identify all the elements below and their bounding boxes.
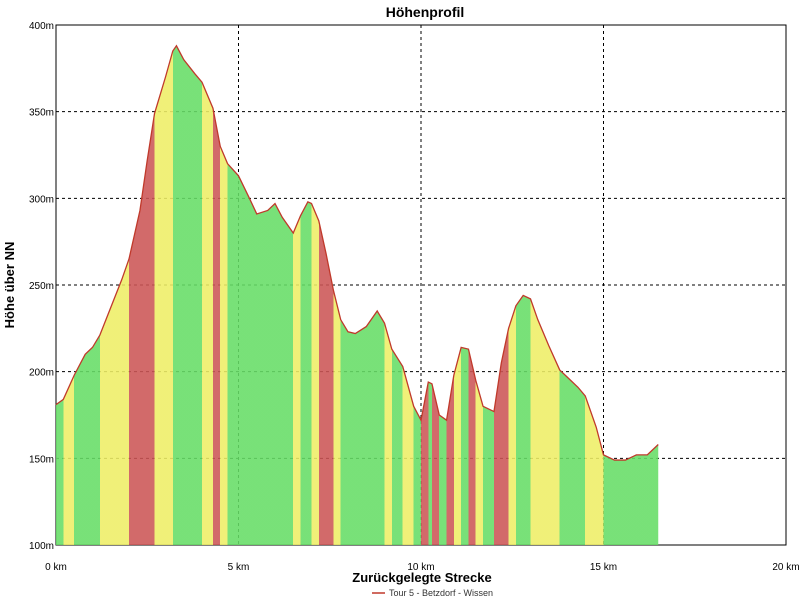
x-tick-label: 5 km [228, 562, 250, 573]
x-tick-label: 0 km [45, 562, 67, 573]
x-axis-title: Zurückgelegte Strecke [352, 570, 491, 585]
y-axis-title: Höhe über NN [2, 242, 17, 329]
y-tick-label: 250m [29, 281, 54, 292]
x-tick-label: 20 km [772, 562, 799, 573]
elevation-line-layer [55, 44, 659, 461]
y-tick-label: 400m [29, 21, 54, 32]
series-line [55, 44, 659, 461]
chart-title: Höhenprofil [386, 4, 465, 20]
elevation-area-fill [56, 45, 659, 545]
x-tick-label: 15 km [590, 562, 617, 573]
legend-label: Tour 5 - Betzdorf - Wissen [389, 588, 493, 598]
x-tick-label: 10 km [407, 562, 434, 573]
y-axis-ticks: 100m 150m 200m 250m 300m 350m 400m [29, 21, 54, 552]
legend: Tour 5 - Betzdorf - Wissen [372, 588, 493, 598]
x-axis-ticks: 0 km 5 km 10 km 15 km 20 km [45, 562, 799, 573]
y-tick-label: 300m [29, 194, 54, 205]
elevation-area [56, 45, 659, 545]
y-tick-label: 200m [29, 368, 54, 379]
y-tick-label: 100m [29, 541, 54, 552]
y-tick-label: 350m [29, 108, 54, 119]
y-tick-label: 150m [29, 454, 54, 465]
